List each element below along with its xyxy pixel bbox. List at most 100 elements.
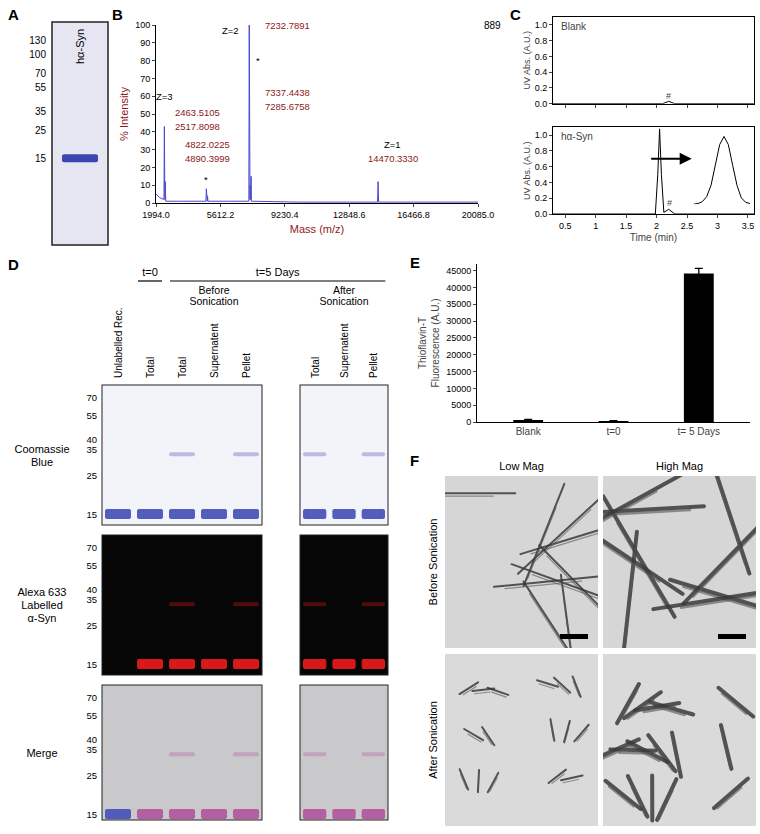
svg-text:7232.7891: 7232.7891	[265, 20, 310, 31]
svg-text:5612.2: 5612.2	[207, 210, 235, 220]
svg-text:% Intensity: % Intensity	[118, 87, 130, 141]
svg-text:*: *	[256, 55, 260, 66]
svg-text:t= 5 Days: t= 5 Days	[678, 426, 721, 437]
svg-text:40000: 40000	[446, 283, 471, 293]
svg-text:25: 25	[86, 620, 97, 631]
svg-text:D: D	[8, 256, 19, 273]
svg-text:α-Syn: α-Syn	[28, 612, 57, 624]
svg-text:7337.4438: 7337.4438	[265, 87, 310, 98]
svg-text:4822.0225: 4822.0225	[185, 139, 230, 150]
svg-text:100: 100	[135, 20, 150, 30]
svg-text:Supernatent: Supernatent	[209, 323, 220, 378]
svg-text:After: After	[333, 284, 356, 296]
svg-text:C: C	[510, 6, 521, 23]
svg-text:35: 35	[86, 744, 97, 755]
svg-text:2517.8098: 2517.8098	[175, 121, 220, 132]
svg-text:E: E	[410, 254, 420, 271]
svg-text:UV Abs. (A.U.): UV Abs. (A.U.)	[522, 31, 532, 90]
svg-text:70: 70	[86, 692, 97, 703]
svg-text:0.0: 0.0	[535, 99, 548, 109]
svg-text:35: 35	[86, 594, 97, 605]
svg-text:Before Sonication: Before Sonication	[427, 519, 439, 606]
svg-text:0.8: 0.8	[535, 36, 548, 46]
svg-text:70: 70	[35, 68, 47, 79]
svg-text:20085.0: 20085.0	[462, 210, 495, 220]
svg-text:55: 55	[86, 560, 97, 571]
svg-text:0.2: 0.2	[535, 83, 548, 93]
svg-text:High Mag: High Mag	[656, 460, 703, 472]
svg-text:70: 70	[86, 542, 97, 553]
svg-text:15000: 15000	[446, 367, 471, 377]
svg-text:25: 25	[86, 770, 97, 781]
svg-text:Low Mag: Low Mag	[499, 460, 544, 472]
svg-text:Coomassie: Coomassie	[14, 443, 69, 455]
svg-text:0.6: 0.6	[535, 52, 548, 62]
svg-text:0.0: 0.0	[535, 209, 548, 219]
svg-text:100: 100	[29, 49, 46, 60]
svg-text:Alexa 633: Alexa 633	[18, 586, 67, 598]
svg-text:Mass (m/z): Mass (m/z)	[290, 223, 344, 235]
svg-text:1.0: 1.0	[535, 20, 548, 30]
svg-text:hα-Syn: hα-Syn	[74, 29, 86, 64]
svg-text:12848.6: 12848.6	[333, 210, 366, 220]
svg-text:50: 50	[140, 109, 150, 119]
svg-text:0.5: 0.5	[559, 221, 572, 231]
svg-text:30000: 30000	[446, 316, 471, 326]
svg-text:16466.8: 16466.8	[397, 210, 430, 220]
svg-text:Sonication: Sonication	[189, 295, 238, 307]
svg-text:After Sonication: After Sonication	[427, 701, 439, 779]
svg-text:2: 2	[654, 221, 659, 231]
svg-text:Sonication: Sonication	[319, 295, 368, 307]
svg-text:Labelled: Labelled	[21, 599, 63, 611]
svg-text:15: 15	[86, 659, 97, 670]
svg-text:Total: Total	[145, 357, 156, 378]
svg-text:40: 40	[86, 584, 97, 595]
svg-text:*: *	[204, 174, 208, 185]
svg-text:Total: Total	[310, 357, 321, 378]
svg-text:10: 10	[140, 180, 150, 190]
svg-text:Before: Before	[199, 284, 230, 296]
svg-text:#: #	[667, 198, 672, 208]
svg-text:0.4: 0.4	[535, 67, 548, 77]
svg-text:80: 80	[140, 56, 150, 66]
svg-text:7285.6758: 7285.6758	[265, 101, 310, 112]
svg-text:Supernatent: Supernatent	[339, 323, 350, 378]
svg-text:0.4: 0.4	[535, 178, 548, 188]
svg-text:Pellet: Pellet	[368, 353, 379, 378]
svg-text:1.0: 1.0	[535, 130, 548, 140]
svg-text:889: 889	[484, 20, 501, 31]
svg-text:2.5: 2.5	[681, 221, 694, 231]
svg-text:0.6: 0.6	[535, 162, 548, 172]
svg-text:4890.3999: 4890.3999	[185, 153, 230, 164]
svg-text:35: 35	[35, 106, 47, 117]
svg-text:35000: 35000	[446, 299, 471, 309]
svg-text:2463.5105: 2463.5105	[175, 107, 220, 118]
svg-text:40: 40	[86, 434, 97, 445]
svg-text:Z=2: Z=2	[222, 25, 239, 36]
svg-text:0: 0	[145, 198, 150, 208]
svg-text:1994.0: 1994.0	[142, 210, 170, 220]
svg-text:25000: 25000	[446, 333, 471, 343]
svg-text:15: 15	[35, 153, 47, 164]
svg-text:40: 40	[140, 127, 150, 137]
svg-text:Pellet: Pellet	[241, 353, 252, 378]
svg-text:35: 35	[86, 444, 97, 455]
svg-text:20000: 20000	[446, 350, 471, 360]
svg-text:Z=3: Z=3	[156, 91, 173, 102]
svg-text:5000: 5000	[451, 400, 471, 410]
svg-text:F: F	[410, 452, 419, 469]
svg-text:3: 3	[715, 221, 720, 231]
svg-text:70: 70	[86, 392, 97, 403]
svg-text:45000: 45000	[446, 266, 471, 276]
svg-text:Z=1: Z=1	[384, 139, 401, 150]
svg-text:Blue: Blue	[31, 456, 53, 468]
svg-text:#: #	[666, 91, 671, 101]
svg-text:0.8: 0.8	[535, 146, 548, 156]
svg-text:15: 15	[86, 809, 97, 820]
svg-text:t=5 Days: t=5 Days	[256, 266, 300, 278]
svg-text:Total: Total	[177, 357, 188, 378]
svg-text:70: 70	[140, 74, 150, 84]
svg-text:t=0: t=0	[142, 266, 158, 278]
svg-text:9230.4: 9230.4	[271, 210, 299, 220]
svg-text:25: 25	[35, 125, 47, 136]
